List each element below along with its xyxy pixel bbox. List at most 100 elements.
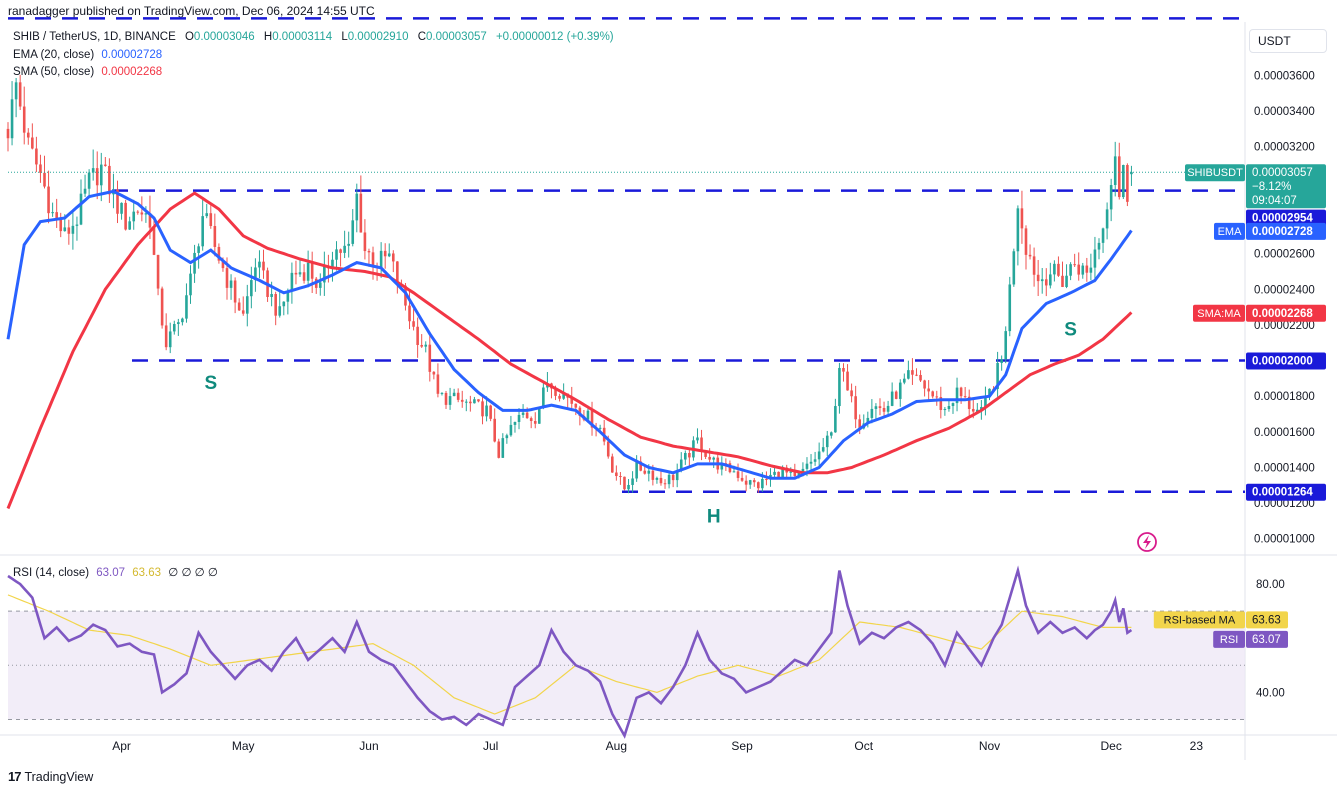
candle-body [911, 370, 914, 375]
candle-body [408, 305, 411, 322]
candle-body [456, 392, 460, 400]
candle-body [91, 168, 95, 173]
candle-body [935, 396, 939, 398]
candle-body [177, 322, 180, 325]
candle-body [525, 412, 529, 419]
candle-body [193, 252, 196, 274]
rsi-marker-title-bg [1153, 611, 1245, 629]
candle-body [245, 296, 249, 314]
sma-legend[interactable]: SMA (50, close) 0.00002268 [13, 66, 162, 78]
candle-body [898, 382, 902, 399]
candle-body [570, 397, 574, 404]
candle-body [31, 137, 34, 149]
candle-body [63, 227, 67, 232]
price-tick-label: 0.00003600 [1254, 70, 1315, 82]
candle-body [505, 435, 509, 439]
candle-body [1117, 156, 1121, 198]
candle-body [270, 294, 273, 297]
candle-body [943, 409, 947, 411]
candle-body [927, 388, 930, 392]
candle-body [108, 165, 111, 195]
candle-body [335, 249, 338, 260]
price-marker-title-bg [1193, 304, 1245, 322]
price-tick-label: 0.00001800 [1254, 391, 1315, 403]
price-marker: SMA:MA 0.00002268 [1193, 304, 1326, 322]
candle-body [1053, 263, 1056, 275]
ema-legend[interactable]: EMA (20, close) 0.00002728 [13, 49, 162, 61]
candle-body [1065, 275, 1068, 287]
rsi-marker-title-bg [1213, 630, 1245, 648]
candle-body [639, 461, 642, 471]
candle-body [6, 128, 10, 139]
sma-50-line [6, 191, 1133, 510]
symbol-name[interactable]: SHIB / TetherUS, 1D, BINANCE [13, 31, 176, 43]
candle-body [615, 472, 618, 477]
candle-body [185, 295, 188, 319]
time-tick-label: 23 [1190, 739, 1204, 753]
candle-body [241, 310, 245, 314]
candle-body [509, 424, 513, 436]
candle-body [148, 213, 152, 228]
rsi-label: RSI (14, close) [13, 567, 90, 579]
candle-body [294, 272, 298, 275]
candle-body [866, 417, 870, 424]
currency-button[interactable]: USDT [1249, 29, 1327, 53]
candle-body [489, 405, 492, 419]
rsi-value: 63.07 [96, 567, 126, 579]
candle-body [533, 421, 537, 424]
candle-body [712, 457, 715, 460]
candle-body [1028, 254, 1032, 257]
footer-brand[interactable]: 17 TradingView [8, 769, 93, 784]
candle-body [931, 391, 935, 397]
candle-body [736, 471, 740, 478]
candle-body [391, 253, 395, 262]
candle-body [846, 371, 849, 391]
candle-body [331, 259, 334, 269]
candle-body [1057, 263, 1060, 276]
candle-body [396, 261, 399, 285]
time-tick-label: Jun [359, 739, 378, 753]
time-tick-label: Apr [112, 739, 131, 753]
candle-body [886, 405, 890, 412]
price-marker: 0.00001264 [1246, 483, 1326, 501]
candle-body [708, 456, 711, 460]
time-tick-label: Sep [731, 739, 753, 753]
price-marker-value: 0.00002268 [1252, 308, 1313, 320]
price-marker-bg [1246, 209, 1326, 227]
price-tick-label: 0.00003400 [1254, 106, 1315, 118]
price-marker-value: 0.00001264 [1252, 487, 1313, 499]
candle-body [679, 459, 683, 470]
rsi-marker-value: 63.07 [1252, 634, 1281, 646]
candle-body [1126, 165, 1129, 202]
candle-body [586, 410, 590, 420]
candle-body [262, 261, 265, 271]
price-tick-label: 0.00001200 [1254, 498, 1315, 510]
candle-body [75, 224, 79, 226]
candle-body [355, 193, 359, 221]
candle-body [290, 272, 294, 291]
candle-body [976, 409, 979, 412]
rsi-legend[interactable]: RSI (14, close) 63.07 63.63 ∅ ∅ ∅ ∅ [13, 565, 218, 579]
ema-20-line [6, 189, 1133, 480]
candle-body [651, 470, 655, 480]
price-marker-value: 0.00002000 [1252, 356, 1313, 368]
candle-body [160, 288, 164, 326]
candle-body [1122, 165, 1125, 198]
high-value: 0.00003114 [272, 31, 333, 43]
candle-body [237, 302, 241, 311]
price-marker-title-bg [1185, 164, 1245, 182]
price-marker: 0.00002000 [1246, 352, 1326, 370]
candle-body [1020, 208, 1024, 229]
candle-body [1089, 267, 1093, 273]
candle-body [95, 168, 99, 186]
candle-body [233, 280, 237, 303]
candle-body [1069, 264, 1072, 276]
candle-body [720, 463, 724, 470]
candle-body [955, 387, 959, 404]
rsi-marker-value: 63.63 [1252, 614, 1281, 626]
candle-body [343, 245, 346, 253]
candle-body [971, 408, 975, 412]
brand-name: TradingView [24, 769, 94, 784]
price-tick-label: 0.00002600 [1254, 249, 1315, 261]
